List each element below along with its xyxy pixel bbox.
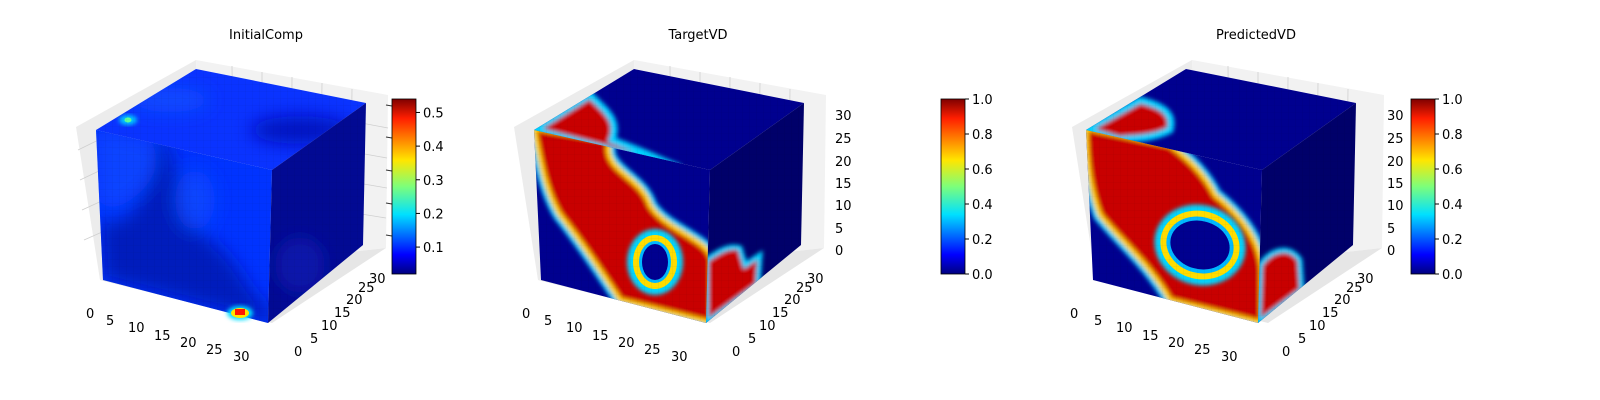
colorbar-tick-label: 0.4 — [1442, 198, 1463, 213]
y-axis: 0 5 10 15 20 25 30 — [1282, 272, 1374, 360]
y-tick-label: 5 — [1298, 332, 1306, 347]
x-tick-label: 20 — [618, 336, 635, 351]
z-tick-label: 15 — [835, 177, 852, 192]
z-tick-label: 25 — [835, 132, 852, 147]
colorbar-tick-label: 1.0 — [972, 93, 993, 108]
y-tick-label: 10 — [321, 319, 338, 334]
colorbar-gradient — [940, 98, 966, 275]
x-axis: 0 5 10 15 20 25 30 — [522, 307, 688, 365]
x-tick-label: 0 — [86, 307, 94, 322]
voxel-cube — [1086, 69, 1356, 323]
y-axis: 0 5 10 15 20 25 30 — [732, 272, 824, 360]
colorbar: 0.0 0.2 0.4 0.6 0.8 1.0 — [940, 93, 993, 283]
colorbar-gradient — [391, 98, 417, 275]
x-tick-label: 10 — [128, 321, 145, 336]
x-tick-label: 25 — [644, 343, 661, 358]
z-tick-label: 30 — [1387, 109, 1404, 124]
y-tick-label: 10 — [759, 319, 776, 334]
x-tick-label: 20 — [1168, 336, 1185, 351]
x-tick-label: 5 — [1094, 314, 1102, 329]
z-tick-label: 25 — [1387, 132, 1404, 147]
y-tick-label: 0 — [1282, 345, 1290, 360]
z-tick-label: 20 — [835, 155, 852, 170]
z-tick-label: 10 — [1387, 199, 1404, 214]
x-axis: 0 5 10 15 20 25 30 — [1070, 307, 1238, 365]
colorbar-tick-label: 0.2 — [1442, 233, 1463, 248]
z-tick-label: 0 — [1387, 244, 1395, 259]
colorbar-tick-label: 1.0 — [1442, 93, 1463, 108]
z-tick-label: 0 — [835, 244, 843, 259]
x-tick-label: 25 — [1194, 343, 1211, 358]
y-tick-label: 20 — [346, 293, 363, 308]
y-tick-label: 25 — [358, 281, 375, 296]
colorbar-tick-label: 0.6 — [1442, 163, 1463, 178]
z-tick-label: 10 — [835, 199, 852, 214]
x-tick-label: 15 — [154, 329, 171, 344]
y-tick-label: 15 — [772, 306, 789, 321]
colorbar-tick-label: 0.8 — [972, 128, 993, 143]
colorbar-tick-label: 0.8 — [1442, 128, 1463, 143]
x-tick-label: 10 — [566, 321, 583, 336]
z-axis — [385, 104, 393, 237]
x-tick-label: 5 — [544, 314, 552, 329]
y-tick-label: 0 — [732, 345, 740, 360]
x-tick-label: 0 — [1070, 307, 1078, 322]
chart-title: TargetVD — [667, 28, 727, 43]
colorbar-tick-label: 0.2 — [423, 207, 444, 222]
x-tick-label: 25 — [206, 343, 223, 358]
colorbar-tick-label: 0.4 — [423, 140, 444, 155]
hot-spot — [227, 306, 253, 320]
y-tick-label: 10 — [1309, 319, 1326, 334]
x-tick-label: 30 — [233, 350, 250, 365]
z-axis: 0 5 10 15 20 25 30 — [835, 109, 852, 259]
y-tick-label: 30 — [807, 272, 824, 287]
y-tick-label: 15 — [1322, 306, 1339, 321]
x-tick-label: 5 — [106, 314, 114, 329]
colorbar-tick-label: 0.4 — [972, 198, 993, 213]
panel-targetvd: TargetVD — [514, 28, 993, 365]
colorbar-gradient — [1410, 98, 1436, 275]
colorbar-tick-label: 0.6 — [972, 163, 993, 178]
y-tick-label: 20 — [784, 293, 801, 308]
x-tick-label: 20 — [180, 336, 197, 351]
y-axis: 0 5 10 15 20 25 30 — [294, 272, 386, 360]
colorbar-tick-label: 0.3 — [423, 174, 444, 189]
x-tick-label: 15 — [592, 329, 609, 344]
chart-title: InitialComp — [229, 28, 303, 43]
x-axis: 0 5 10 15 20 25 30 — [86, 307, 250, 365]
colorbar-tick-label: 0.0 — [972, 268, 993, 283]
y-tick-label: 30 — [369, 272, 386, 287]
z-tick-label: 30 — [835, 109, 852, 124]
z-tick-label: 15 — [1387, 177, 1404, 192]
z-tick-label: 5 — [835, 222, 843, 237]
y-tick-label: 5 — [748, 332, 756, 347]
y-tick-label: 25 — [1346, 281, 1363, 296]
panel-initialcomp: InitialComp — [76, 28, 444, 365]
colorbar: 0.1 0.2 0.3 0.4 0.5 — [391, 98, 444, 275]
x-tick-label: 15 — [1142, 329, 1159, 344]
y-tick-label: 15 — [334, 306, 351, 321]
voxel-cube — [534, 69, 804, 323]
colorbar-tick-label: 0.1 — [423, 241, 444, 256]
y-tick-label: 25 — [796, 281, 813, 296]
z-tick-label: 20 — [1387, 155, 1404, 170]
chart-title: PredictedVD — [1216, 28, 1296, 43]
z-axis: 0 5 10 15 20 25 30 — [1387, 109, 1404, 259]
y-tick-label: 5 — [310, 332, 318, 347]
y-tick-label: 20 — [1334, 293, 1351, 308]
x-tick-label: 30 — [1221, 350, 1238, 365]
x-tick-label: 0 — [522, 307, 530, 322]
colorbar: 0.0 0.2 0.4 0.6 0.8 1.0 — [1410, 93, 1463, 283]
y-tick-label: 30 — [1357, 272, 1374, 287]
z-tick-label: 5 — [1387, 222, 1395, 237]
panel-predictedvd: PredictedVD — [1070, 28, 1463, 365]
colorbar-tick-label: 0.5 — [423, 106, 444, 121]
x-tick-label: 10 — [1116, 321, 1133, 336]
voxel-cube — [96, 69, 366, 323]
colorbar-tick-label: 0.0 — [1442, 268, 1463, 283]
colorbar-tick-label: 0.2 — [972, 233, 993, 248]
y-tick-label: 0 — [294, 345, 302, 360]
x-tick-label: 30 — [671, 350, 688, 365]
